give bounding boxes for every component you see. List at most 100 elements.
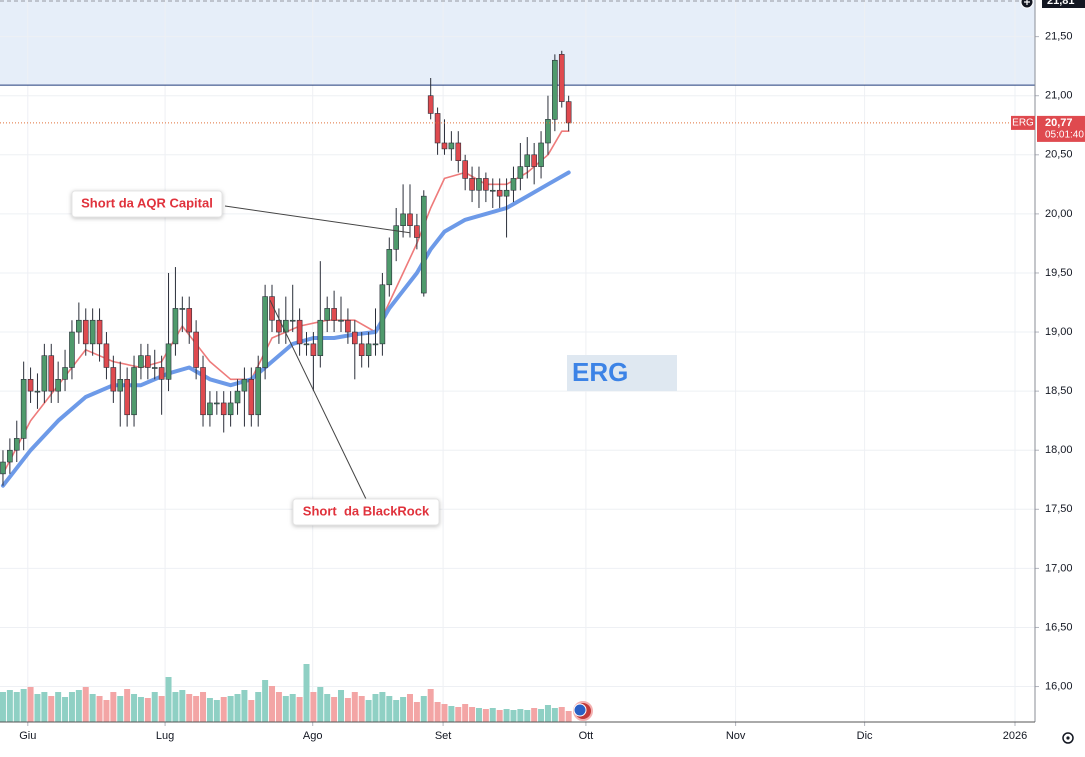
- volume-bar: [206, 698, 213, 722]
- volume-bar: [96, 696, 103, 722]
- candle-body: [20, 379, 27, 439]
- candle-body: [386, 249, 393, 286]
- volume-bar: [193, 696, 200, 722]
- candle-body: [220, 402, 227, 416]
- volume-bar: [241, 690, 248, 722]
- volume-bar: [110, 692, 117, 722]
- annotation-text: Short da BlackRock: [303, 503, 430, 518]
- candle-body: [138, 355, 144, 368]
- volume-bar: [317, 687, 324, 722]
- candle-body: [358, 343, 365, 356]
- candle-body: [62, 367, 68, 380]
- settings-button[interactable]: [1062, 732, 1074, 744]
- symbol-box: [567, 355, 677, 391]
- candle-body: [483, 178, 489, 191]
- candle-body: [379, 284, 386, 345]
- candle-body: [441, 142, 448, 150]
- candle-body: [365, 343, 372, 356]
- candle-body: [89, 319, 96, 345]
- candle-body: [489, 189, 496, 192]
- candle-body: [172, 308, 179, 345]
- annotation-text: Short da AQR Capital: [81, 195, 213, 210]
- candle-body: [255, 367, 262, 416]
- candle-body: [510, 178, 517, 191]
- candle-body: [96, 319, 103, 345]
- candle-body: [455, 142, 462, 162]
- y-tick-label: 19,00: [1045, 326, 1073, 338]
- candle-body: [0, 461, 6, 475]
- volume-bar: [365, 700, 372, 722]
- volume-bar: [406, 694, 413, 722]
- candle-body: [241, 379, 248, 392]
- volume-bar: [41, 692, 48, 722]
- candle-body: [420, 195, 427, 294]
- volume-bar: [262, 680, 269, 722]
- volume-bar: [124, 689, 131, 722]
- volume-bar: [103, 700, 110, 722]
- volume-bar: [27, 687, 34, 722]
- candle-body: [214, 402, 220, 405]
- volume-bar: [55, 692, 62, 722]
- candle-body: [262, 296, 268, 368]
- add-icon: [1024, 0, 1030, 5]
- x-tick-label: Ago: [303, 730, 323, 742]
- candle-body: [427, 95, 434, 114]
- volume-bar: [34, 694, 41, 722]
- candle-body: [34, 390, 41, 393]
- candle-body: [545, 119, 551, 144]
- volume-bar: [469, 707, 476, 722]
- annotation-box: [292, 498, 440, 526]
- volume-bar: [344, 698, 351, 722]
- annotation-leader: [224, 205, 411, 234]
- x-tick-label: 2026: [1003, 730, 1027, 742]
- candle-body: [165, 343, 172, 380]
- volume-bar: [324, 694, 331, 722]
- volume-bar: [82, 687, 89, 722]
- volume-bar: [75, 690, 82, 722]
- volume-bar: [255, 692, 262, 722]
- price-zone: [0, 0, 1035, 86]
- candle-body: [531, 154, 537, 167]
- candle-body: [400, 213, 406, 226]
- x-tick-label: Lug: [156, 730, 174, 742]
- volume-bar: [510, 710, 517, 722]
- settings-dot: [1066, 736, 1070, 740]
- symbol-tag-text: ERG: [1012, 118, 1034, 129]
- candle-body: [13, 438, 20, 451]
- candle-body: [69, 331, 75, 368]
- last-price-tag: [1037, 115, 1085, 142]
- volume-bar: [489, 708, 496, 722]
- volume-bar: [393, 700, 400, 722]
- volume-bar: [269, 686, 276, 722]
- x-tick-label: Giu: [19, 730, 36, 742]
- candle-body: [372, 343, 379, 346]
- volume-bar: [234, 694, 241, 722]
- candle-body: [131, 367, 137, 416]
- volume-bar: [413, 702, 420, 722]
- volume-bar: [0, 692, 6, 722]
- y-tick-label: 16,50: [1045, 621, 1073, 633]
- candle-body: [496, 189, 503, 197]
- candle-body: [248, 379, 255, 416]
- volume-bar: [165, 677, 172, 722]
- y-tick-label: 20,00: [1045, 208, 1073, 220]
- candle-body: [276, 319, 282, 333]
- volume-bar: [179, 690, 186, 722]
- volume-bar: [172, 692, 179, 722]
- volume-bar: [303, 664, 310, 722]
- y-tick-label: 20,50: [1045, 149, 1073, 161]
- candle-body: [434, 113, 441, 144]
- volume-bar: [358, 696, 365, 722]
- candle-body: [200, 367, 206, 416]
- candle-body: [76, 319, 82, 333]
- candle-body: [117, 379, 124, 392]
- candle-body: [151, 367, 158, 369]
- candle-body: [558, 54, 565, 102]
- volume-bar: [310, 692, 317, 722]
- volume-bar: [372, 694, 379, 722]
- candle-body: [110, 367, 117, 392]
- volume-bar: [400, 697, 407, 722]
- candle-body: [324, 308, 331, 321]
- candle-body: [331, 308, 337, 321]
